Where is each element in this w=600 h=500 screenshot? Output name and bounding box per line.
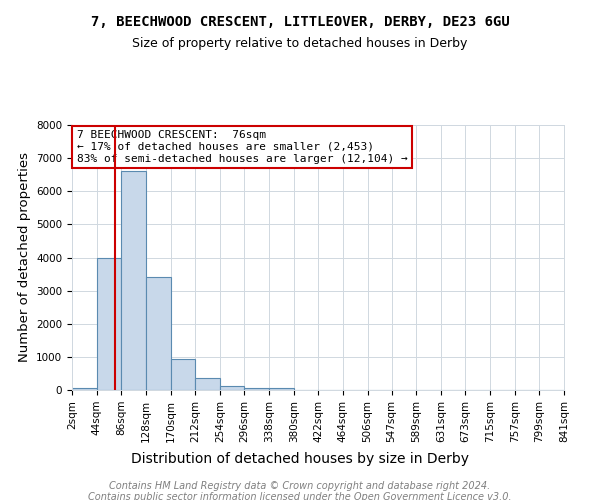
Text: Contains public sector information licensed under the Open Government Licence v3: Contains public sector information licen… (88, 492, 512, 500)
Text: Contains HM Land Registry data © Crown copyright and database right 2024.: Contains HM Land Registry data © Crown c… (109, 481, 491, 491)
Bar (195, 378, 220, 390)
Bar (121, 172, 146, 390)
Bar (170, 358, 195, 390)
Text: Distribution of detached houses by size in Derby: Distribution of detached houses by size … (131, 452, 469, 466)
Bar (97, 258, 121, 390)
Bar (72, 388, 97, 390)
Text: 7 BEECHWOOD CRESCENT:  76sqm
← 17% of detached houses are smaller (2,453)
83% of: 7 BEECHWOOD CRESCENT: 76sqm ← 17% of det… (77, 130, 407, 164)
Y-axis label: Number of detached properties: Number of detached properties (17, 152, 31, 362)
Text: Size of property relative to detached houses in Derby: Size of property relative to detached ho… (133, 38, 467, 51)
Bar (269, 388, 293, 390)
Bar (146, 278, 170, 390)
Text: 7, BEECHWOOD CRESCENT, LITTLEOVER, DERBY, DE23 6GU: 7, BEECHWOOD CRESCENT, LITTLEOVER, DERBY… (91, 15, 509, 29)
Bar (220, 386, 244, 390)
Bar (244, 388, 269, 390)
